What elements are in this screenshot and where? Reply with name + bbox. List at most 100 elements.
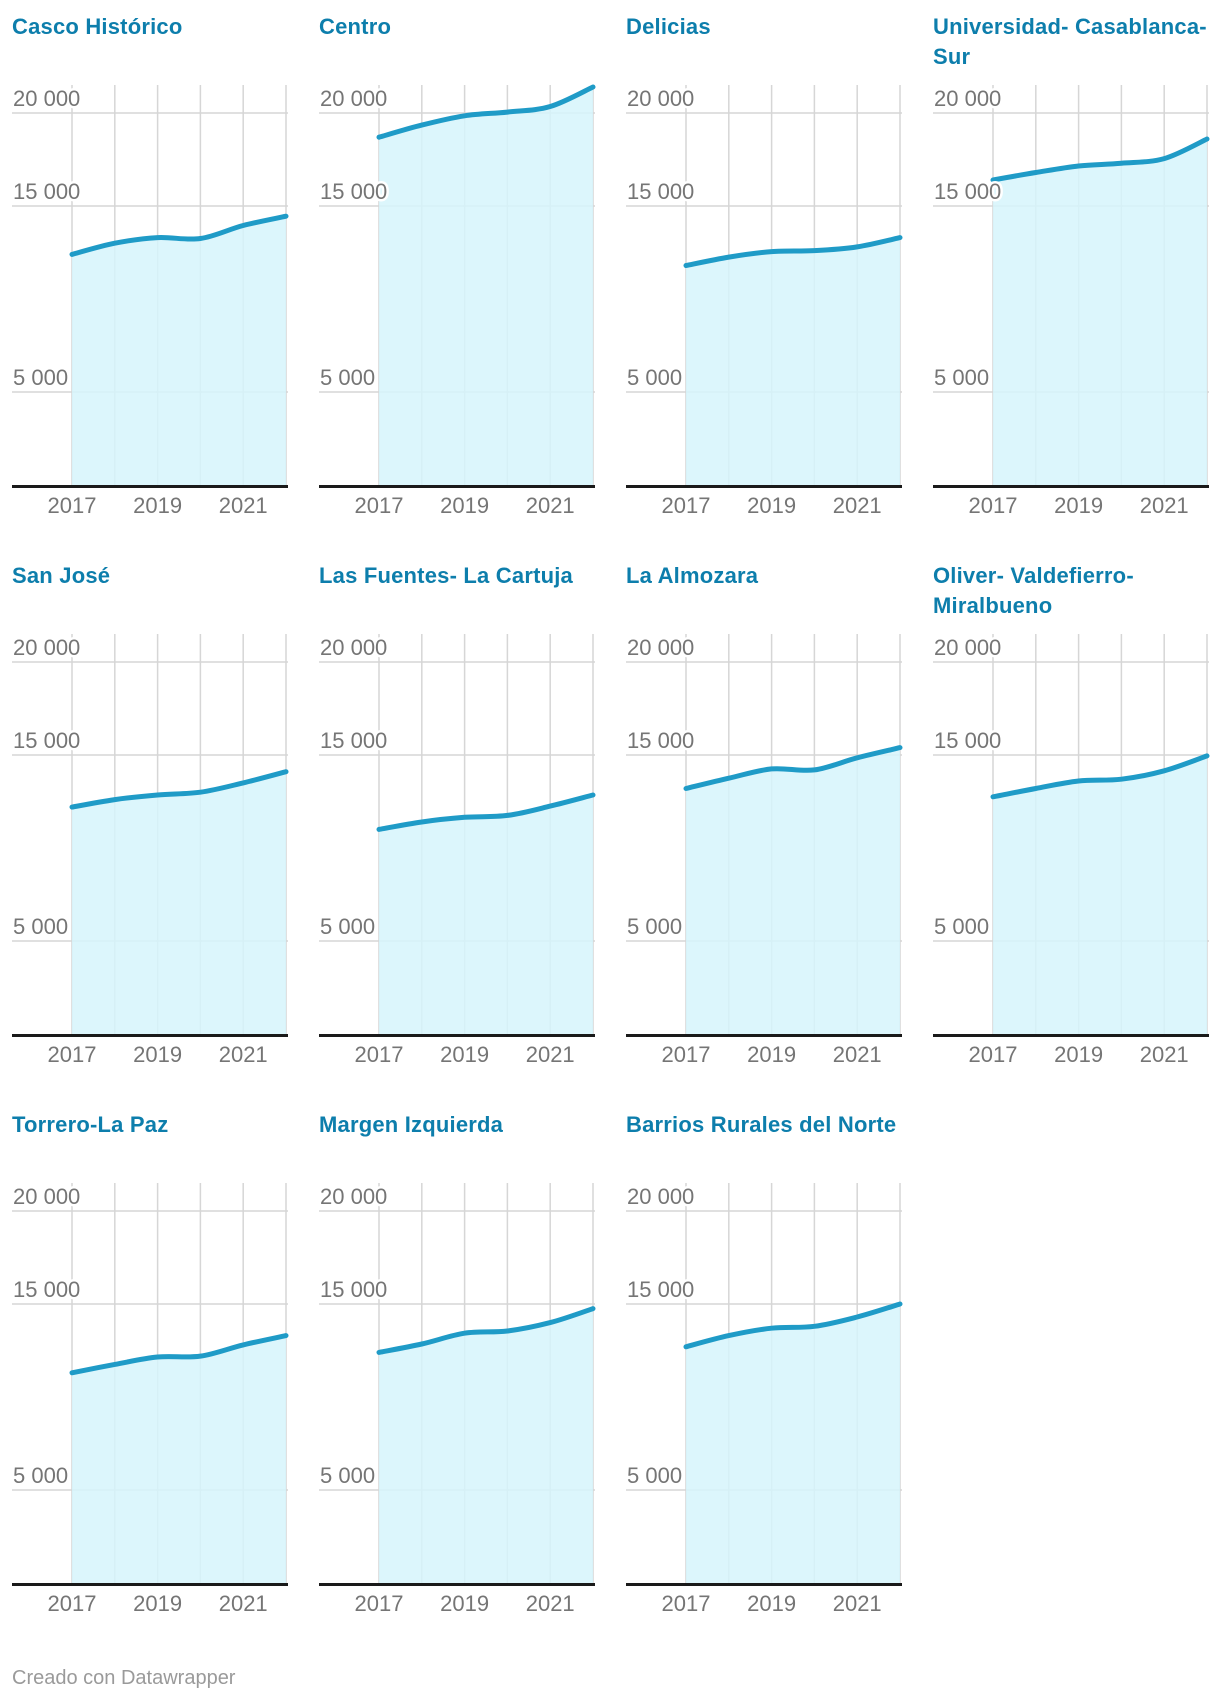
area-fill [72,216,286,485]
y-tick-label: 15 000 [627,1277,694,1302]
y-tick-label: 20 000 [13,86,80,111]
trend-line [683,745,903,791]
x-tick-label: 2017 [48,1591,97,1616]
y-tick-label: 5 000 [320,1463,375,1488]
chart-cell: Universidad- Casablanca- Sur 20 000 15 000… [932,12,1210,521]
x-tick-label: 2017 [969,1042,1018,1067]
y-tick-label: 5 000 [320,914,375,939]
x-tick-label: 2021 [526,493,575,518]
trend-line [990,753,1210,800]
y-tick-label: 5 000 [13,1463,68,1488]
area-fill [686,237,900,485]
y-tick-label: 20 000 [13,1184,80,1209]
x-tick-label: 2019 [1054,493,1103,518]
y-tick-label: 20 000 [627,86,694,111]
y-tick-label: 20 000 [320,86,387,111]
chart-cell: San José 20 000 15 000 5 000 2017 2019 2021 [11,561,289,1070]
plot-area[interactable]: 20 000 15 000 5 000 2017 2019 2021 [625,84,903,521]
y-tick-label: 5 000 [934,365,989,390]
trend-line [683,1301,903,1350]
chart-cell: La Almozara 20 000 15 000 5 000 2017 2019 2021 [625,561,903,1070]
chart-title: San José [12,563,111,588]
y-tick-label: 5 000 [13,365,68,390]
plot-area[interactable]: 20 000 15 000 5 000 2017 2019 2021 [318,633,596,1070]
x-tick-label: 2019 [133,1042,182,1067]
x-tick-label: 2017 [48,1042,97,1067]
x-tick-label: 2021 [219,493,268,518]
x-tick-label: 2017 [355,1042,404,1067]
plot-area[interactable]: 20 000 15 000 5 000 2017 2019 2021 [932,84,1210,521]
area-fill [379,87,593,485]
chart-cell: Casco Histórico 20 000 15 000 5 000 2017 2019… [11,12,289,521]
y-tick-label: 20 000 [934,86,1001,111]
x-tick-label: 2021 [1140,493,1189,518]
plot-area[interactable]: 20 000 15 000 5 000 2017 2019 2021 [11,633,289,1070]
y-tick-label: 15 000 [320,1277,387,1302]
chart-cell: Oliver- Valdefierro- Miralbueno 20 000 15 … [932,561,1210,1070]
area-fill [379,795,593,1034]
plot-area[interactable]: 20 000 15 000 5 000 2017 2019 2021 [318,1182,596,1619]
chart-title: Universidad- Casablanca- Sur [933,14,1207,69]
trend-line [990,136,1210,183]
area-fill [993,139,1207,485]
x-tick-label: 2017 [969,493,1018,518]
x-tick-label: 2021 [526,1042,575,1067]
y-tick-label: 5 000 [13,914,68,939]
x-tick-label: 2019 [133,1591,182,1616]
x-tick-label: 2021 [526,1591,575,1616]
y-tick-label: 5 000 [320,365,375,390]
y-tick-label: 20 000 [320,1184,387,1209]
chart-cell: Delicias 20 000 15 000 5 000 2017 2019 2021 [625,12,903,521]
plot-area[interactable]: 20 000 15 000 5 000 2017 2019 2021 [318,84,596,521]
y-tick-label: 5 000 [627,1463,682,1488]
chart-title: Casco Histórico [12,14,183,39]
x-tick-label: 2019 [1054,1042,1103,1067]
trend-line [376,84,596,140]
y-tick-label: 15 000 [320,179,387,204]
plot-area[interactable]: 20 000 15 000 5 000 2017 2019 2021 [11,84,289,521]
y-tick-label: 20 000 [320,635,387,660]
x-tick-label: 2019 [747,1042,796,1067]
x-tick-label: 2019 [440,493,489,518]
x-tick-label: 2019 [440,1042,489,1067]
x-tick-label: 2021 [833,1042,882,1067]
plot-area[interactable]: 20 000 15 000 5 000 2017 2019 2021 [625,1182,903,1619]
y-tick-label: 5 000 [627,914,682,939]
x-tick-label: 2019 [747,493,796,518]
area-fill [72,1335,286,1583]
chart-title: Margen Izquierda [319,1112,504,1137]
x-tick-label: 2017 [355,1591,404,1616]
area-fill [993,755,1207,1034]
y-tick-label: 15 000 [627,179,694,204]
y-tick-label: 15 000 [13,1277,80,1302]
chart-cell: Torrero-La Paz 20 000 15 000 5 000 2017 2019 2… [11,1110,289,1619]
chart-title: Las Fuentes- La Cartuja [319,563,573,588]
trend-line [69,213,289,257]
y-tick-label: 5 000 [627,365,682,390]
chart-title: Barrios Rurales del Norte [626,1112,897,1137]
area-fill [379,1308,593,1583]
plot-area[interactable]: 20 000 15 000 5 000 2017 2019 2021 [625,633,903,1070]
trend-line [683,235,903,268]
y-tick-label: 15 000 [934,179,1001,204]
y-tick-label: 15 000 [13,179,80,204]
trend-line [69,1333,289,1376]
x-tick-label: 2017 [662,1042,711,1067]
small-multiples-grid: Casco Histórico 20 000 15 000 5 000 2017 2019… [11,12,1210,1619]
datawrapper-link[interactable]: Datawrapper [120,1667,236,1689]
plot-area[interactable]: 20 000 15 000 5 000 2017 2019 2021 [932,633,1210,1070]
chart-cell: Margen Izquierda 20 000 15 000 5 000 2017 201… [318,1110,596,1619]
trend-line [69,769,289,810]
chart-title: La Almozara [626,563,759,588]
y-tick-label: 15 000 [934,728,1001,753]
chart-title: Centro [319,14,392,39]
chart-cell: Las Fuentes- La Cartuja 20 000 15 000 5 000… [318,561,596,1070]
chart-title: Torrero-La Paz [12,1112,169,1137]
plot-area[interactable]: 20 000 15 000 5 000 2017 2019 2021 [11,1182,289,1619]
y-tick-label: 5 000 [934,914,989,939]
x-tick-label: 2021 [1140,1042,1189,1067]
trend-line [376,1306,596,1355]
chart-title: Oliver- Valdefierro- Miralbueno [933,563,1134,618]
x-tick-label: 2019 [133,493,182,518]
x-tick-label: 2017 [48,493,97,518]
